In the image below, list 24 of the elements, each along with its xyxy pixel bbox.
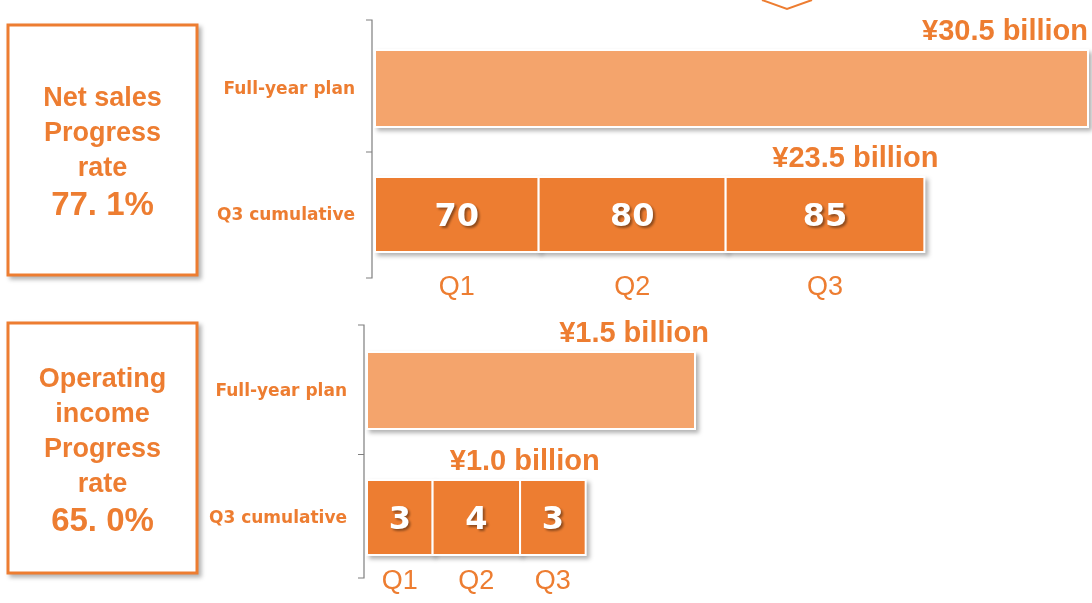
text: 65. 0%	[51, 500, 154, 538]
annotation: ¥23.5 billion	[772, 141, 939, 173]
data-label: 70	[434, 196, 480, 235]
annotation: ¥1.0 billion	[449, 444, 600, 476]
series-label: Q2	[614, 271, 651, 301]
data-label: 3	[388, 499, 411, 538]
data-label: 80	[609, 196, 655, 235]
data-label: 4	[465, 499, 488, 538]
y-tick-label: Full-year plan	[223, 78, 355, 99]
data-label: 85	[802, 196, 848, 235]
series-label: Q1	[438, 271, 475, 301]
annotation: ¥30.5 billion	[922, 14, 1088, 46]
series-label: Q1	[381, 565, 418, 595]
series-label: Q3	[806, 271, 844, 301]
text: 77. 1%	[51, 185, 154, 223]
text: Operating income Progress rate	[38, 362, 167, 498]
y-tick-label: Q3 cumulative	[216, 204, 355, 225]
annotation: ¥1.5 billion	[559, 316, 709, 348]
text: Net sales Progress rate	[43, 82, 162, 183]
y-tick-label: Q3 cumulative	[208, 507, 347, 528]
series-label: Q3	[534, 565, 571, 595]
y-tick-label: Full-year plan	[215, 380, 347, 401]
data-label: 3	[541, 499, 564, 538]
series-label: Q2	[458, 565, 495, 595]
